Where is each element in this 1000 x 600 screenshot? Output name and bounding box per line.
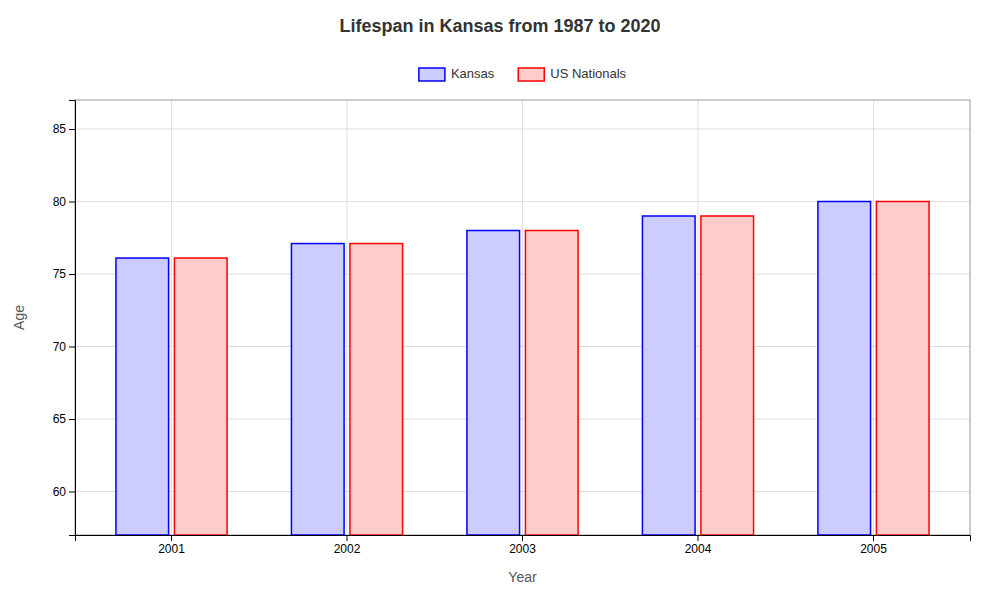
tick-label: 60 — [53, 485, 67, 499]
bars — [116, 202, 929, 536]
grid-line — [873, 100, 874, 535]
bar — [642, 216, 695, 535]
tick-label: 75 — [53, 267, 67, 281]
tick-label: 85 — [53, 122, 67, 136]
plot-frame — [75, 100, 970, 535]
tick-label: 2004 — [685, 542, 712, 556]
tick-mark — [69, 274, 75, 275]
legend-swatch — [518, 68, 544, 81]
legend-item: Kansas — [419, 66, 495, 81]
tick-label: 2001 — [158, 542, 185, 556]
tick-mark — [69, 202, 75, 203]
axis-domain — [76, 536, 971, 542]
bar — [701, 216, 754, 535]
bar — [291, 244, 344, 535]
tick: 65 — [53, 412, 75, 426]
tick-label: 80 — [53, 195, 67, 209]
tick-label: 2003 — [509, 542, 536, 556]
tick-mark — [69, 419, 75, 420]
tick: 60 — [53, 485, 75, 499]
bar — [467, 231, 520, 536]
grid-line — [347, 100, 348, 535]
grid-line — [171, 100, 172, 535]
tick: 2005 — [860, 535, 887, 556]
tick: 2003 — [509, 535, 536, 556]
tick-mark — [347, 535, 348, 541]
axis-domain — [69, 101, 76, 536]
tick-mark — [69, 129, 75, 130]
title: Lifespan in Kansas from 1987 to 2020 — [339, 16, 660, 36]
grid-line — [522, 100, 523, 535]
plot: 2001 2002 2003 2004 2005 60 65 70 75 80 85 — [53, 100, 971, 556]
series — [116, 202, 871, 536]
tick: 70 — [53, 340, 75, 354]
grid-line — [697, 100, 698, 535]
x-label: Year — [508, 569, 537, 585]
grid — [75, 100, 970, 535]
tick-mark — [171, 535, 172, 541]
tick-mark — [69, 492, 75, 493]
tick: 2004 — [685, 535, 712, 556]
tick-label: 65 — [53, 412, 67, 426]
bar — [174, 258, 227, 535]
y-label: Age — [11, 305, 27, 330]
legend-label: Kansas — [451, 66, 495, 81]
tick-mark — [69, 347, 75, 348]
tick: 85 — [53, 122, 75, 136]
x-axis: 2001 2002 2003 2004 2005 — [76, 535, 971, 556]
bar — [525, 231, 578, 536]
tick-mark — [697, 535, 698, 541]
tick: 75 — [53, 267, 75, 281]
chart: 2001 2002 2003 2004 2005 60 65 70 75 80 85 Lifespan… — [0, 0, 1000, 600]
legend-swatch — [419, 68, 445, 81]
bar — [876, 202, 929, 536]
legend-item: US Nationals — [518, 66, 626, 81]
bar — [116, 258, 169, 535]
tick-label: 2002 — [334, 542, 361, 556]
legend-label: US Nationals — [550, 66, 626, 81]
tick-mark — [522, 535, 523, 541]
y-axis: 60 65 70 75 80 85 — [53, 101, 76, 536]
bar — [818, 202, 871, 536]
tick-mark — [873, 535, 874, 541]
legend: Kansas US Nationals — [419, 66, 627, 81]
tick-label: 70 — [53, 340, 67, 354]
tick: 2002 — [334, 535, 361, 556]
tick-label: 2005 — [860, 542, 887, 556]
series — [174, 202, 929, 536]
tick: 80 — [53, 195, 75, 209]
bar — [350, 244, 403, 535]
tick: 2001 — [158, 535, 185, 556]
